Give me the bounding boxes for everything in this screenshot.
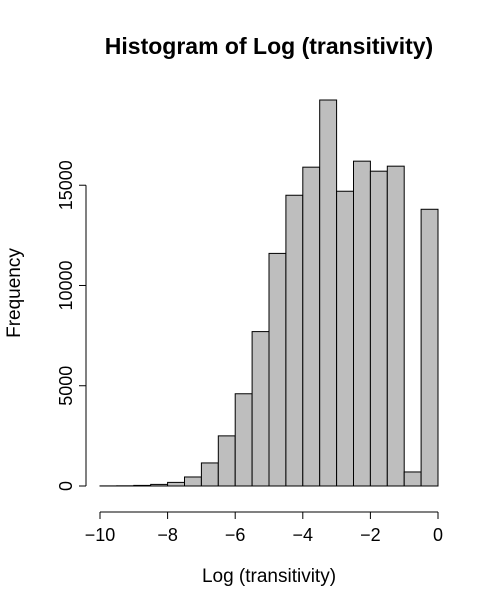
histogram-bar	[133, 484, 152, 487]
histogram-bar	[319, 99, 338, 487]
x-tick-label: −2	[360, 525, 381, 545]
histogram-bar	[150, 483, 169, 487]
histogram-bar	[302, 166, 321, 487]
histogram-bar	[251, 331, 270, 487]
y-tick-label: 10000	[56, 260, 76, 310]
y-tick-label: 15000	[56, 160, 76, 210]
histogram-bar	[336, 190, 355, 487]
histogram-bar	[200, 462, 219, 487]
histogram-bar	[217, 435, 236, 487]
y-axis-label: Frequency	[4, 248, 25, 338]
x-axis-label: Log (transitivity)	[202, 566, 336, 587]
histogram-bar	[369, 170, 388, 487]
y-tick-label: 5000	[56, 366, 76, 406]
histogram-bar	[184, 476, 202, 487]
x-axis: −10 −8 −6 −4 −2 0	[85, 511, 443, 545]
x-tick-label: −10	[85, 525, 116, 545]
y-axis: 0 5000 10000 15000	[56, 160, 87, 491]
histogram-bar	[167, 481, 186, 487]
histogram-bar	[420, 208, 439, 487]
histogram-bar	[234, 393, 253, 487]
histogram-bar	[386, 165, 405, 487]
histogram-bars	[99, 99, 439, 487]
histogram-bar	[285, 194, 304, 487]
x-tick-label: −6	[225, 525, 246, 545]
x-tick-label: 0	[433, 525, 443, 545]
histogram-bar	[403, 471, 422, 487]
histogram-bar	[353, 160, 371, 487]
histogram-bar	[268, 252, 287, 487]
y-tick-label: 0	[56, 481, 76, 491]
chart-title: Histogram of Log (transitivity)	[105, 33, 433, 59]
x-tick-label: −4	[293, 525, 314, 545]
x-tick-label: −8	[157, 525, 178, 545]
